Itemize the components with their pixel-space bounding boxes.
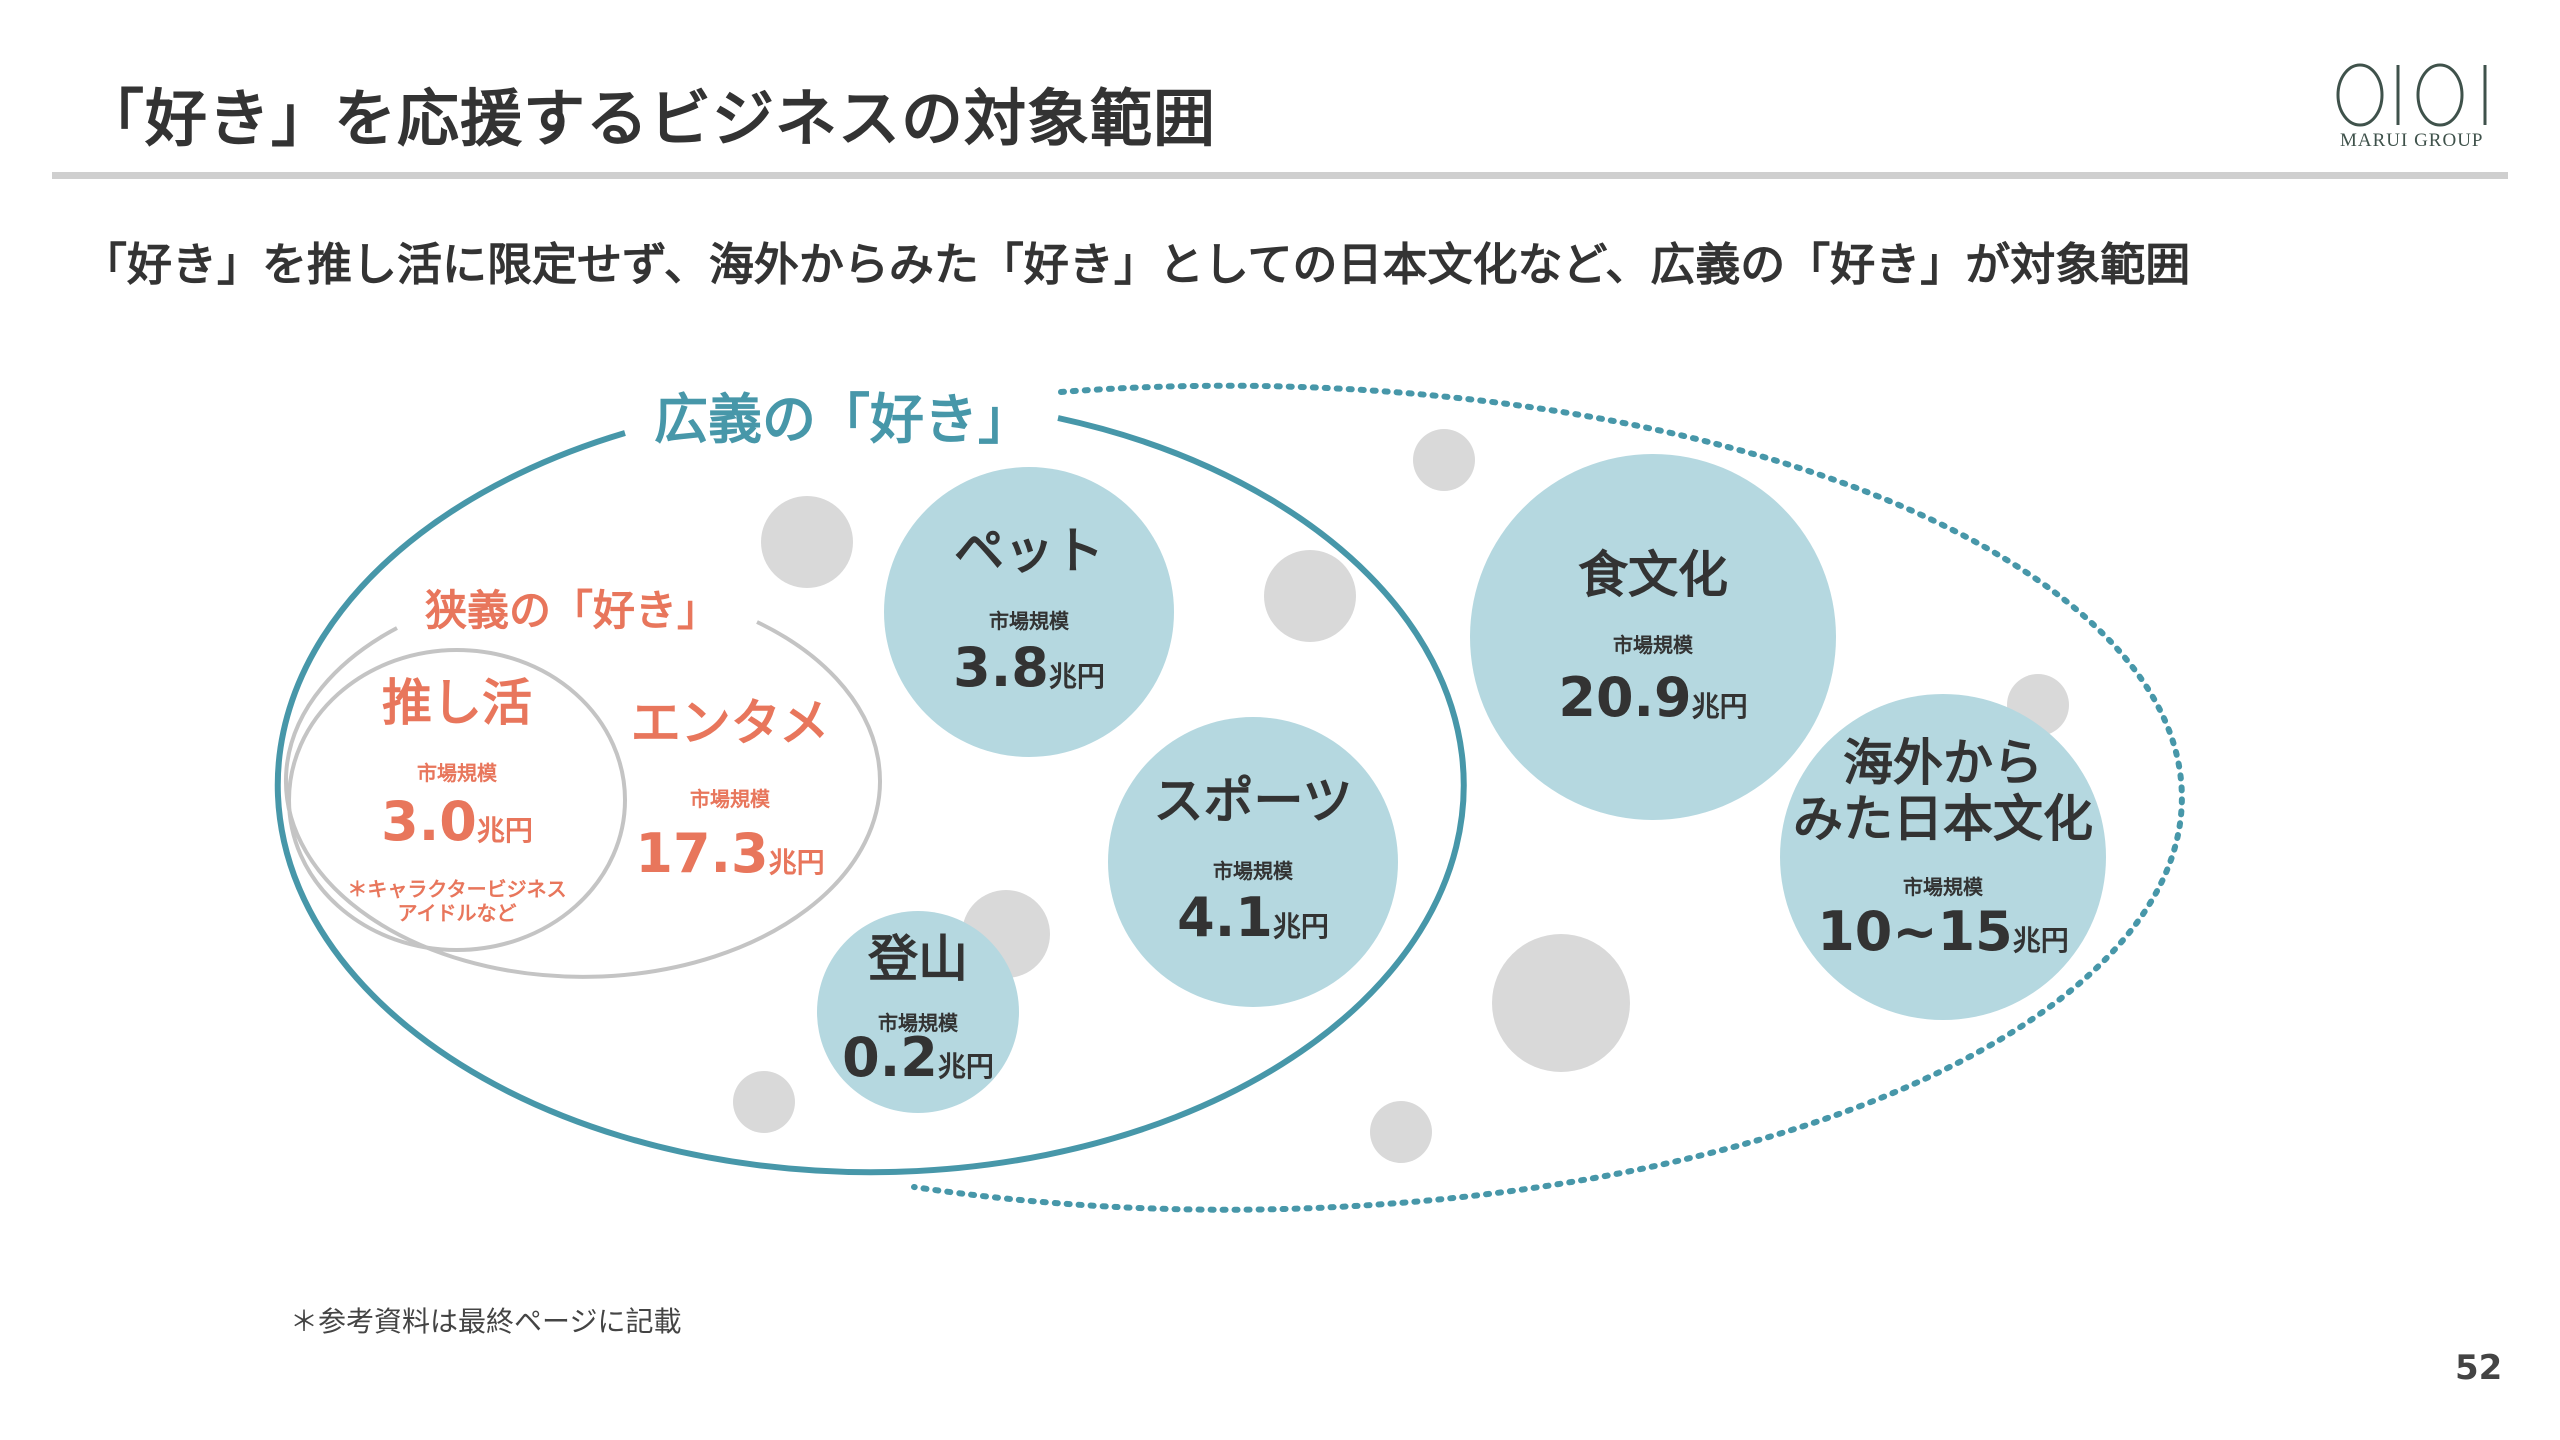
entame-name: エンタメ	[631, 694, 830, 752]
market-size-label: 市場規模	[417, 761, 498, 785]
overseas-value: 10~15兆円	[1817, 900, 2069, 963]
oshikatsu-value: 3.0兆円	[381, 790, 533, 853]
overseas-name: みた日本文化	[1793, 790, 2093, 848]
filler-circle	[733, 1071, 795, 1133]
value-number: 17.3	[635, 822, 768, 885]
value-unit: 兆円	[2013, 924, 2069, 957]
narrow-scope-ellipse	[284, 620, 882, 979]
market-size-label: 市場規模	[1903, 875, 1984, 899]
overseas-bubble: 海外から みた日本文化 市場規模 10~15兆円	[1780, 694, 2106, 1020]
oshikatsu-note: アイドルなど	[398, 901, 517, 925]
subtitle: 「好き」を推し活に限定せず、海外からみた「好き」としての日本文化など、広義の「好…	[82, 238, 2191, 291]
logo-text: MARUI GROUP	[2340, 130, 2484, 151]
overseas-name: 海外から	[1843, 734, 2043, 792]
value-number: 3.0	[381, 790, 477, 853]
oshikatsu-circle	[287, 648, 627, 952]
market-size-label: 市場規模	[989, 609, 1070, 633]
filler-circle	[761, 496, 853, 588]
broad-scope-label: 広義の「好き」	[654, 388, 1032, 451]
tozan-bubble: 登山 市場規模 0.2兆円	[817, 911, 1019, 1113]
value-unit: 兆円	[1273, 910, 1329, 943]
filler-circle	[1370, 1101, 1432, 1163]
market-size-label: 市場規模	[1613, 633, 1694, 657]
tozan-name: 登山	[867, 930, 968, 988]
sports-name: スポーツ	[1154, 772, 1353, 830]
filler-circle	[1492, 934, 1630, 1072]
broad-scope-ellipse	[274, 415, 1467, 1176]
value-number: 0.2	[842, 1026, 938, 1089]
pet-bubble: ペット 市場規模 3.8兆円	[884, 467, 1174, 757]
value-unit: 兆円	[1692, 690, 1748, 723]
filler-circle	[1413, 429, 1475, 491]
value-number: 3.8	[953, 636, 1049, 699]
pet-value: 3.8兆円	[953, 636, 1105, 699]
entame-value: 17.3兆円	[635, 822, 824, 885]
food-value: 20.9兆円	[1558, 666, 1747, 729]
market-size-label: 市場規模	[878, 1011, 959, 1035]
narrow-scope-label: 狭義の「好き」	[425, 586, 719, 635]
overseas-scope-dotted-ellipse	[911, 382, 2185, 1213]
value-number: 10~15	[1817, 900, 2013, 963]
food-name: 食文化	[1578, 546, 1728, 604]
value-unit: 兆円	[769, 846, 825, 879]
oshikatsu-group: 推し活 市場規模 3.0兆円 ＊キャラクタービジネス アイドルなど	[347, 674, 566, 925]
page-title: 「好き」を応援するビジネスの対象範囲	[82, 82, 1217, 155]
tozan-value: 0.2兆円	[842, 1026, 994, 1089]
sports-value: 4.1兆円	[1177, 886, 1329, 949]
filler-circle	[1264, 550, 1356, 642]
value-number: 20.9	[1558, 666, 1691, 729]
market-size-label: 市場規模	[1213, 859, 1294, 883]
sports-bubble: スポーツ 市場規模 4.1兆円	[1108, 717, 1398, 1007]
header-divider	[52, 172, 2508, 179]
food-bubble: 食文化 市場規模 20.9兆円	[1470, 454, 1836, 820]
value-unit: 兆円	[477, 814, 533, 847]
market-size-label: 市場規模	[690, 787, 771, 811]
value-unit: 兆円	[938, 1050, 994, 1083]
entame-group: エンタメ 市場規模 17.3兆円	[631, 694, 830, 885]
oshikatsu-name: 推し活	[382, 674, 532, 732]
oshikatsu-note: ＊キャラクタービジネス	[347, 877, 566, 901]
value-unit: 兆円	[1049, 660, 1105, 693]
value-number: 4.1	[1177, 886, 1273, 949]
footnote: ＊参考資料は最終ページに記載	[290, 1305, 682, 1338]
page-number: 52	[2455, 1348, 2503, 1388]
pet-name: ペット	[954, 522, 1104, 580]
marui-logo-icon	[2336, 63, 2487, 127]
